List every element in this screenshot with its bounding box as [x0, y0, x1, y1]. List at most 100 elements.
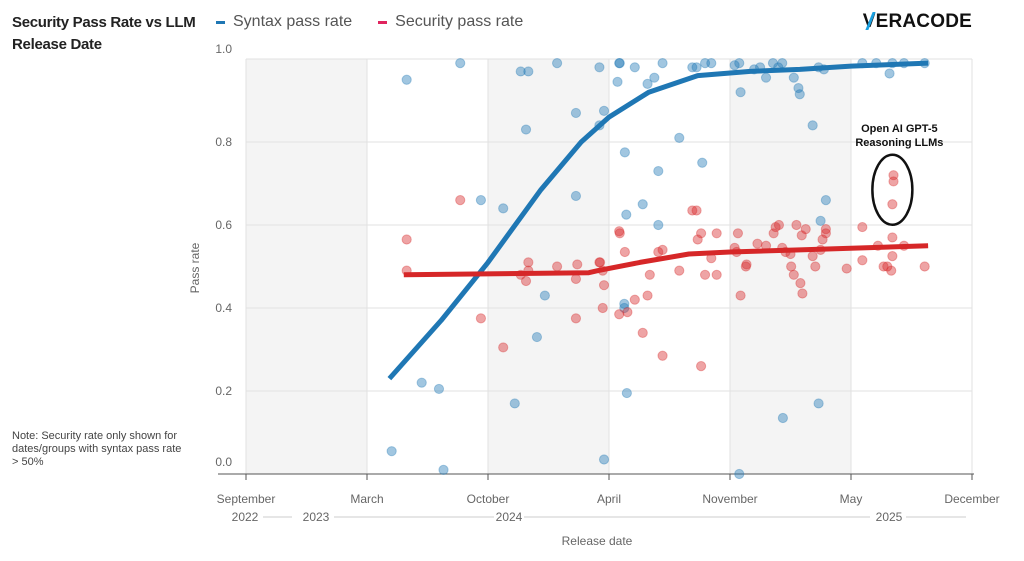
data-point	[570, 190, 582, 202]
data-point	[629, 62, 640, 73]
y-tick-label: 0.6	[215, 218, 232, 232]
data-point	[760, 72, 772, 83]
data-point	[475, 313, 487, 324]
data-point	[735, 87, 746, 98]
y-tick-label: 0.4	[215, 301, 232, 315]
data-point	[695, 361, 707, 372]
data-point	[699, 269, 711, 280]
data-point	[614, 58, 625, 69]
data-point	[807, 120, 818, 131]
series-security-points	[401, 170, 930, 372]
data-point	[813, 398, 824, 409]
data-point	[820, 224, 831, 235]
data-point	[531, 331, 543, 343]
data-point	[401, 234, 412, 245]
data-point	[433, 383, 445, 395]
data-point	[857, 221, 868, 233]
data-point	[882, 261, 893, 272]
data-point	[817, 234, 828, 245]
data-point	[697, 157, 708, 168]
x-tick-label: November	[702, 492, 757, 506]
data-point	[570, 273, 582, 285]
data-point	[732, 228, 744, 239]
data-point	[498, 203, 509, 214]
data-point	[795, 278, 806, 289]
data-point	[773, 219, 785, 231]
data-point	[888, 176, 899, 187]
data-point	[687, 62, 698, 73]
data-point	[699, 58, 711, 69]
data-point	[692, 234, 703, 245]
legend-item-syntax: Syntax pass rate	[216, 13, 352, 31]
data-point	[619, 298, 630, 309]
data-point	[598, 105, 610, 116]
data-point	[815, 215, 826, 226]
data-point	[386, 446, 397, 457]
data-point	[637, 327, 648, 338]
data-point	[767, 58, 779, 69]
data-point	[800, 224, 811, 235]
data-point	[520, 275, 532, 287]
data-point	[820, 195, 831, 206]
y-tick-label: 1.0	[215, 42, 232, 56]
data-point	[509, 398, 520, 409]
shaded-band	[246, 59, 367, 474]
data-point	[657, 350, 668, 361]
data-point	[539, 290, 550, 301]
chart-title: Security Pass Rate vs LLM Release Date	[12, 14, 196, 53]
data-point	[570, 107, 582, 119]
data-point	[797, 288, 808, 299]
data-point	[614, 58, 625, 69]
data-point	[857, 255, 868, 266]
data-point	[886, 265, 897, 276]
data-point	[740, 261, 751, 272]
data-point	[597, 302, 608, 314]
data-point	[619, 246, 630, 258]
y-axis-label: Pass rate	[188, 242, 202, 293]
data-point	[649, 72, 660, 83]
x-tick-label: May	[840, 492, 863, 506]
data-point	[642, 290, 653, 301]
data-point	[570, 313, 582, 324]
footnote: Note: Security rate only shown for dates…	[12, 430, 182, 468]
data-point	[416, 377, 427, 388]
data-point	[810, 261, 821, 272]
data-point	[807, 251, 818, 262]
data-point	[841, 263, 852, 274]
data-point	[777, 412, 788, 424]
data-point	[674, 265, 685, 276]
data-point	[687, 205, 698, 216]
data-point	[786, 261, 797, 272]
annotation-text-line2: Reasoning LLMs	[855, 137, 943, 149]
data-point	[768, 228, 779, 239]
legend-swatch-security	[378, 20, 388, 24]
data-point	[735, 290, 746, 301]
data-point	[674, 132, 685, 143]
data-point	[770, 221, 781, 233]
data-point	[515, 66, 526, 77]
data-point	[455, 58, 466, 69]
data-point	[594, 257, 606, 268]
data-point	[475, 195, 487, 206]
data-point	[598, 454, 610, 465]
data-point	[752, 238, 763, 249]
data-point	[455, 195, 466, 206]
x-tick-label: September	[217, 492, 276, 506]
year-label: 2022	[232, 510, 259, 524]
data-point	[706, 58, 717, 69]
data-point	[887, 232, 898, 243]
data-point	[438, 464, 449, 475]
data-point	[695, 228, 707, 239]
data-point	[878, 261, 889, 272]
annotation-text-line1: Open AI GPT-5	[861, 123, 938, 135]
year-label: 2023	[303, 510, 330, 524]
data-point	[614, 226, 625, 237]
data-point	[642, 78, 653, 90]
x-tick-label: April	[597, 492, 621, 506]
data-point	[612, 76, 623, 87]
legend-label-security: Security pass rate	[395, 13, 524, 30]
trend-line-security	[403, 243, 929, 278]
data-point	[614, 309, 625, 320]
data-point	[741, 259, 752, 270]
